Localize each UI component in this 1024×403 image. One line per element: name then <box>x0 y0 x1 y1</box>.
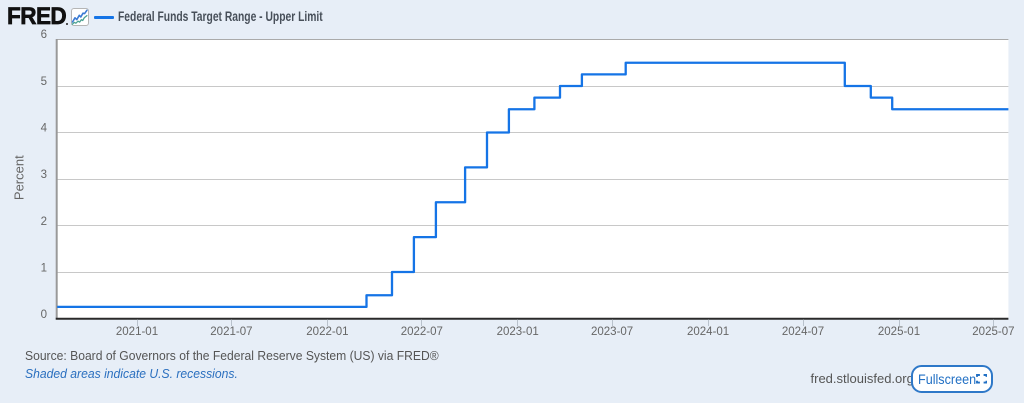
svg-text:3: 3 <box>41 169 47 181</box>
svg-text:1: 1 <box>41 262 47 274</box>
svg-text:2025-01: 2025-01 <box>878 326 920 338</box>
svg-text:2021-01: 2021-01 <box>116 326 158 338</box>
svg-text:2025-07: 2025-07 <box>972 326 1014 338</box>
svg-text:2022-01: 2022-01 <box>306 326 348 338</box>
svg-text:6: 6 <box>41 29 47 41</box>
svg-text:2: 2 <box>41 216 47 228</box>
svg-text:2024-01: 2024-01 <box>687 326 729 338</box>
svg-text:5: 5 <box>41 76 47 88</box>
svg-text:2023-01: 2023-01 <box>497 326 539 338</box>
svg-text:0: 0 <box>41 309 47 321</box>
svg-text:2021-07: 2021-07 <box>210 326 252 338</box>
svg-text:Percent: Percent <box>12 155 27 200</box>
svg-text:2022-07: 2022-07 <box>401 326 443 338</box>
svg-text:2023-07: 2023-07 <box>591 326 633 338</box>
svg-text:4: 4 <box>41 123 48 135</box>
svg-text:2024-07: 2024-07 <box>782 326 824 338</box>
